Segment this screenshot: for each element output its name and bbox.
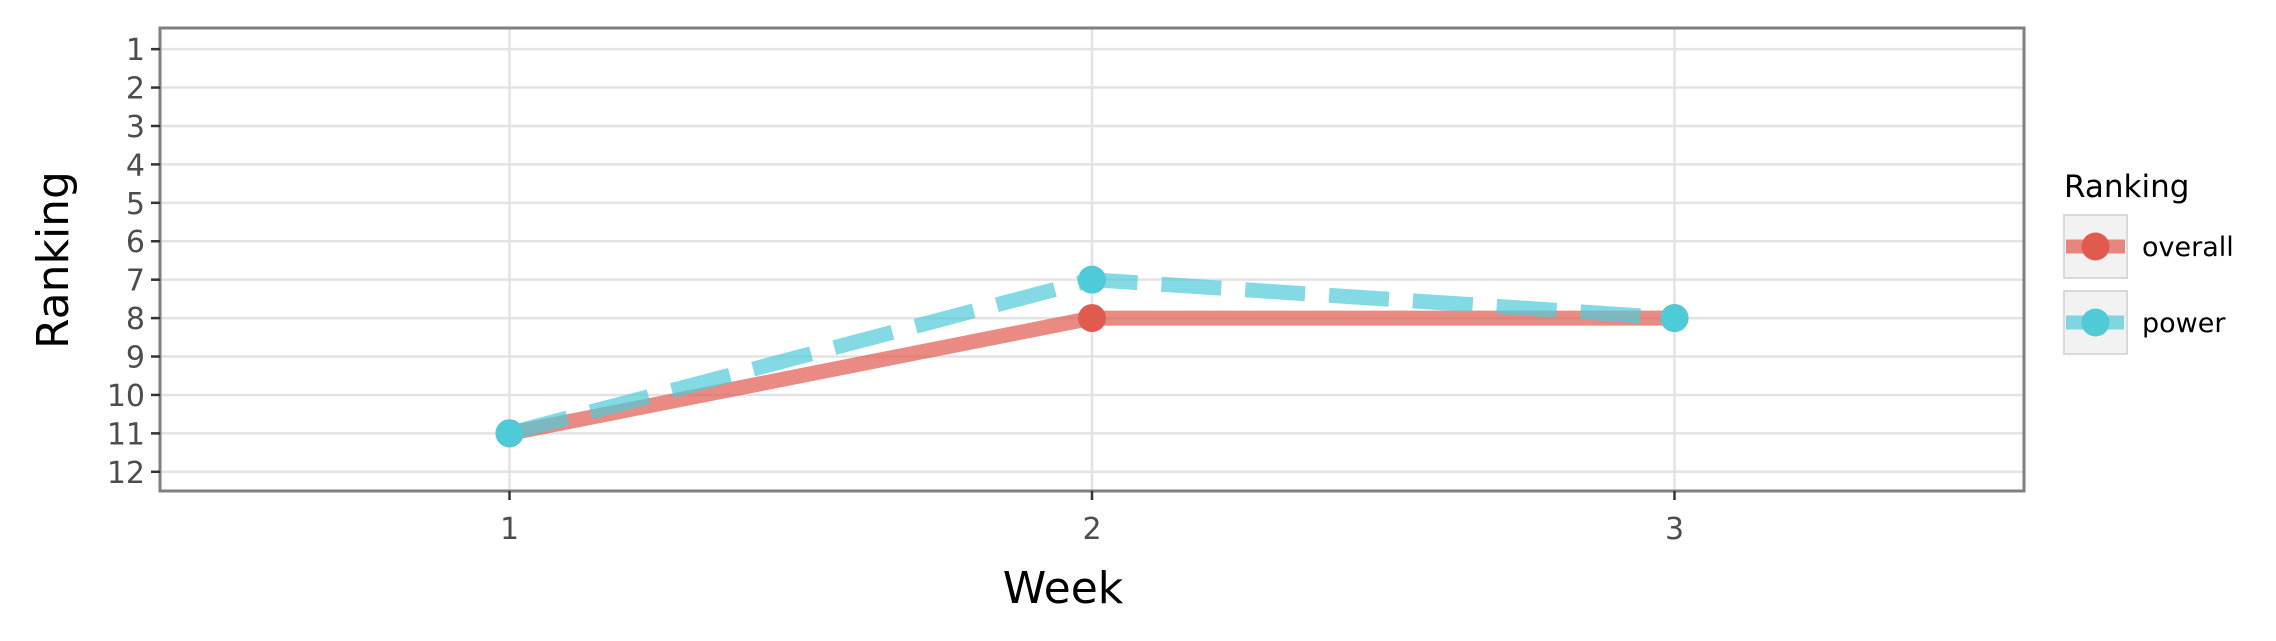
legend-key-marker — [2081, 232, 2110, 261]
x-tick-label: 3 — [1665, 512, 1684, 547]
legend-label-overall: overall — [2142, 232, 2234, 263]
data-point-power — [1078, 265, 1106, 294]
y-tick-label: 10 — [107, 379, 145, 414]
data-point-power — [495, 419, 524, 448]
grid-lines — [160, 28, 2024, 491]
series-points — [495, 265, 1689, 448]
x-tick-label: 1 — [500, 512, 519, 547]
y-tick-label: 3 — [126, 110, 145, 145]
legend-items: overall power — [2063, 214, 2234, 355]
y-tick-label: 6 — [126, 225, 145, 260]
y-tick-label: 9 — [126, 341, 145, 376]
y-tick-label: 12 — [107, 456, 145, 491]
y-tick-label: 1 — [126, 33, 145, 68]
y-tick-label: 2 — [126, 72, 145, 107]
legend: Ranking overall power — [2063, 169, 2234, 355]
y-tick-label: 8 — [126, 302, 145, 337]
y-tick-label: 7 — [126, 264, 145, 299]
legend-key-marker — [2081, 308, 2110, 337]
y-tick-label: 5 — [126, 187, 145, 222]
data-point-power — [1660, 304, 1689, 333]
y-axis-title: Ranking — [28, 171, 79, 349]
legend-title: Ranking — [2064, 169, 2189, 205]
x-tick-label: 2 — [1082, 512, 1101, 547]
data-point-overall — [1078, 304, 1106, 333]
y-tick-label: 4 — [126, 148, 145, 183]
y-tick-label: 11 — [107, 417, 145, 452]
legend-label-power: power — [2142, 308, 2226, 339]
x-axis-title: Week — [1003, 563, 1124, 614]
